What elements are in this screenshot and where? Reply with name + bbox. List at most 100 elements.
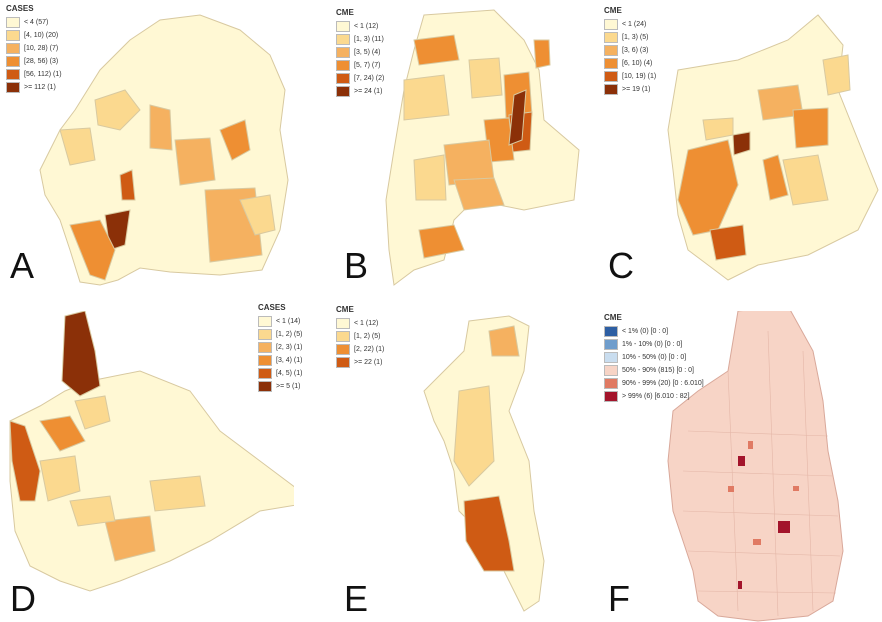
legend-item: [1, 3) (11) xyxy=(336,33,384,46)
legend-rows-b: < 1 (12) [1, 3) (11) [3, 5) (4) [5, 7) (7) [… xyxy=(336,20,384,98)
legend-item: >= 24 (1) xyxy=(336,85,384,98)
legend-swatch xyxy=(336,21,350,32)
legend-label: < 4 (57) xyxy=(24,19,49,26)
legend-item: < 1 (14) xyxy=(258,315,302,328)
legend-item: [10, 28) (7) xyxy=(6,42,62,55)
legend-item: [3, 4) (1) xyxy=(258,354,302,367)
map-panel-d: D CASES < 1 (14) [1, 2) (5) [2, 3) (1) [3, … xyxy=(0,303,302,622)
legend-swatch xyxy=(258,329,272,340)
legend-label: < 1 (24) xyxy=(622,21,647,28)
map-panel-e: E CME < 1 (12) [1, 2) (5) [2, 22) (1) >= 22… xyxy=(294,305,588,622)
legend-item: 90% - 99% (20) [0 : 6.010] xyxy=(604,377,704,390)
legend-item: [2, 3) (1) xyxy=(258,341,302,354)
legend-title-f: CME xyxy=(604,313,622,322)
panel-letter-a: A xyxy=(10,245,35,286)
legend-label: [2, 3) (1) xyxy=(276,344,303,351)
choropleth-map-a xyxy=(39,14,289,286)
legend-rows-e: < 1 (12) [1, 2) (5) [2, 22) (1) >= 22 (1) xyxy=(336,317,384,369)
legend-item: [4, 10) (20) xyxy=(6,29,62,42)
legend-swatch xyxy=(6,17,20,28)
map-panel-f: F CME < 1% (0) [0 : 0] 1% - 10% (0) [0 : … xyxy=(588,311,882,622)
legend-e: CME < 1 (12) [1, 2) (5) [2, 22) (1) >= 22 (… xyxy=(336,305,384,369)
legend-item: [1, 2) (5) xyxy=(258,328,302,341)
legend-swatch xyxy=(6,30,20,41)
legend-label: [3, 4) (1) xyxy=(276,357,303,364)
legend-swatch xyxy=(604,19,618,30)
legend-label: < 1% (0) [0 : 0] xyxy=(622,328,669,335)
legend-item: < 4 (57) xyxy=(6,16,62,29)
legend-swatch xyxy=(336,344,350,355)
choropleth-map-c xyxy=(667,14,879,281)
map-panel-b: B CME < 1 (12) [1, 3) (11) [3, 5) (4) [5, 7… xyxy=(294,0,588,311)
legend-item: >= 19 (1) xyxy=(604,83,656,96)
legend-label: [2, 22) (1) xyxy=(354,346,385,353)
legend-f: CME < 1% (0) [0 : 0] 1% - 10% (0) [0 : 0]… xyxy=(604,313,704,403)
panel-letter-c: C xyxy=(608,245,634,286)
panel-letter-f: F xyxy=(608,578,630,619)
legend-item: [2, 22) (1) xyxy=(336,343,384,356)
legend-title-c: CME xyxy=(604,6,622,15)
legend-label: [1, 2) (5) xyxy=(354,333,381,340)
legend-swatch xyxy=(258,342,272,353)
choropleth-map-e xyxy=(423,315,545,612)
legend-label: [1, 3) (5) xyxy=(622,34,649,41)
legend-rows-f: < 1% (0) [0 : 0] 1% - 10% (0) [0 : 0] 10% … xyxy=(604,325,704,403)
legend-label: [4, 10) (20) xyxy=(24,32,59,39)
map-panel-c: C CME < 1 (24) [1, 3) (5) [3, 6) (3) [6, 10… xyxy=(588,0,882,311)
legend-label: [1, 2) (5) xyxy=(276,331,303,338)
legend-a: CASES < 4 (57) [4, 10) (20) [10, 28) (7) [2… xyxy=(6,4,62,94)
legend-label: 1% - 10% (0) [0 : 0] xyxy=(622,341,683,348)
legend-swatch xyxy=(258,381,272,392)
choropleth-map-f xyxy=(667,311,844,622)
legend-label: >= 112 (1) xyxy=(24,84,56,91)
legend-label: [28, 56) (3) xyxy=(24,58,59,65)
legend-label: >= 22 (1) xyxy=(354,359,383,366)
legend-label: [3, 5) (4) xyxy=(354,49,381,56)
legend-rows-d: < 1 (14) [1, 2) (5) [2, 3) (1) [3, 4) (1) [4… xyxy=(258,315,302,393)
legend-item: < 1 (12) xyxy=(336,20,384,33)
legend-item: [3, 6) (3) xyxy=(604,44,656,57)
legend-rows-c: < 1 (24) [1, 3) (5) [3, 6) (3) [6, 10) (4) [… xyxy=(604,18,656,96)
legend-label: [10, 19) (1) xyxy=(622,73,657,80)
legend-swatch xyxy=(604,71,618,82)
legend-swatch xyxy=(336,357,350,368)
legend-swatch xyxy=(604,391,618,402)
legend-label: [6, 10) (4) xyxy=(622,60,653,67)
legend-swatch xyxy=(604,58,618,69)
legend-item: [1, 3) (5) xyxy=(604,31,656,44)
legend-item: [56, 112) (1) xyxy=(6,68,62,81)
legend-label: >= 5 (1) xyxy=(276,383,301,390)
legend-swatch xyxy=(336,318,350,329)
legend-b: CME < 1 (12) [1, 3) (11) [3, 5) (4) [5, 7) … xyxy=(336,8,384,98)
legend-item: [7, 24) (2) xyxy=(336,72,384,85)
map-panel-a: A CASES < 4 (57) [4, 10) (20) [10, 28) (7)… xyxy=(0,0,294,311)
legend-label: [7, 24) (2) xyxy=(354,75,385,82)
legend-label: [10, 28) (7) xyxy=(24,45,59,52)
legend-item: >= 5 (1) xyxy=(258,380,302,393)
legend-label: [1, 3) (11) xyxy=(354,36,384,43)
legend-swatch xyxy=(6,43,20,54)
legend-label: [4, 5) (1) xyxy=(276,370,303,377)
legend-label: 10% - 50% (0) [0 : 0] xyxy=(622,354,687,361)
legend-swatch xyxy=(604,45,618,56)
legend-item: [5, 7) (7) xyxy=(336,59,384,72)
legend-item: >= 112 (1) xyxy=(6,81,62,94)
legend-rows-a: < 4 (57) [4, 10) (20) [10, 28) (7) [28, 56)… xyxy=(6,16,62,94)
legend-label: >= 19 (1) xyxy=(622,86,651,93)
legend-label: 50% - 90% (815) [0 : 0] xyxy=(622,367,694,374)
legend-swatch xyxy=(604,365,618,376)
choropleth-map-d xyxy=(9,311,294,592)
legend-item: [1, 2) (5) xyxy=(336,330,384,343)
legend-item: [6, 10) (4) xyxy=(604,57,656,70)
legend-swatch xyxy=(336,34,350,45)
legend-item: [4, 5) (1) xyxy=(258,367,302,380)
legend-item: 10% - 50% (0) [0 : 0] xyxy=(604,351,704,364)
legend-item: 50% - 90% (815) [0 : 0] xyxy=(604,364,704,377)
legend-swatch xyxy=(336,60,350,71)
legend-item: 1% - 10% (0) [0 : 0] xyxy=(604,338,704,351)
legend-d: CASES < 1 (14) [1, 2) (5) [2, 3) (1) [3, 4)… xyxy=(258,303,302,393)
legend-swatch xyxy=(6,69,20,80)
panel-letter-d: D xyxy=(10,578,36,619)
legend-swatch xyxy=(604,84,618,95)
legend-item: [10, 19) (1) xyxy=(604,70,656,83)
